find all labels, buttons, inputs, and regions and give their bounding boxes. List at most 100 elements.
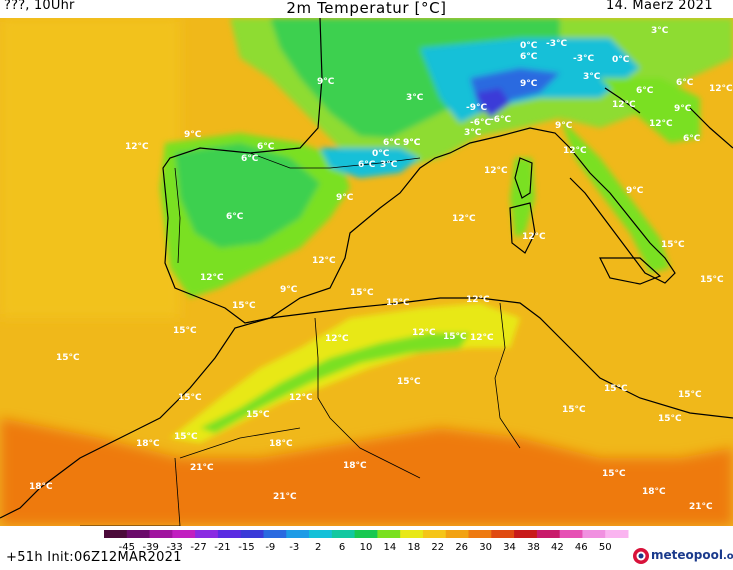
legend-color-box bbox=[468, 530, 492, 538]
temp-label: 6°C bbox=[636, 86, 654, 96]
temp-label: 12°C bbox=[649, 119, 673, 129]
temp-label: 18°C bbox=[343, 461, 367, 471]
temp-label: 3°C bbox=[651, 26, 669, 36]
temp-label: 15°C bbox=[350, 288, 374, 298]
temp-label: 9°C bbox=[336, 193, 354, 203]
temp-label: -6°C bbox=[490, 115, 511, 125]
temp-label: 21°C bbox=[273, 492, 297, 502]
legend-tick-label: 22 bbox=[431, 542, 444, 553]
temp-label: 12°C bbox=[709, 84, 733, 94]
valid-date-label: 14. Maerz 2021 bbox=[606, 0, 713, 13]
temp-label: 15°C bbox=[443, 332, 467, 342]
legend-color-box bbox=[354, 530, 378, 538]
temp-label: 0°C bbox=[520, 41, 538, 51]
temp-label: 18°C bbox=[136, 439, 160, 449]
temp-label: 6°C bbox=[241, 154, 259, 164]
temp-label: 12°C bbox=[125, 142, 149, 152]
atlantic-field bbox=[0, 18, 180, 318]
legend-color-box bbox=[309, 530, 333, 538]
temp-label: 12°C bbox=[200, 273, 224, 283]
temp-label: 15°C bbox=[658, 414, 682, 424]
temp-label: -3°C bbox=[546, 39, 567, 49]
legend-color-box bbox=[445, 530, 470, 538]
legend-tick-label: 30 bbox=[479, 542, 492, 553]
temp-label: 6°C bbox=[226, 212, 244, 222]
temp-label: 3°C bbox=[464, 128, 482, 138]
temp-label: 12°C bbox=[289, 393, 313, 403]
temp-label: 12°C bbox=[563, 146, 587, 156]
temp-label: 21°C bbox=[190, 463, 214, 473]
legend-color-box bbox=[559, 530, 583, 538]
legend-color-box bbox=[217, 530, 242, 538]
temp-label: 6°C bbox=[383, 138, 401, 148]
temp-label: 15°C bbox=[700, 275, 724, 285]
legend-color-box bbox=[149, 530, 173, 538]
legend-color-box bbox=[491, 530, 515, 538]
legend-tick-label: -39 bbox=[143, 542, 159, 553]
logo-text: meteopool bbox=[651, 548, 723, 562]
temp-label: 9°C bbox=[520, 79, 538, 89]
color-scale-legend: -45 -39 -33 -27 -21 -15 -9 -3 2 6 10 14 18 22 26 30 34 38… bbox=[0, 526, 733, 566]
legend-color-box bbox=[195, 530, 219, 538]
legend-color-box bbox=[263, 530, 287, 538]
temp-label: 18°C bbox=[642, 487, 666, 497]
legend-color-box bbox=[377, 530, 401, 538]
legend-color-box bbox=[422, 530, 447, 538]
legend-tick-label: -27 bbox=[190, 542, 206, 553]
legend-tick-label: 14 bbox=[384, 542, 397, 553]
legend-tick-label: 26 bbox=[455, 542, 468, 553]
temp-label: 12°C bbox=[312, 256, 336, 266]
temp-label: 6°C bbox=[358, 160, 376, 170]
temp-label: 0°C bbox=[372, 149, 390, 159]
legend-tick-label: 34 bbox=[503, 542, 516, 553]
temp-label: 9°C bbox=[403, 138, 421, 148]
color-scale-bar: -45 -39 -33 -27 -21 -15 -9 -3 2 6 10 14 18 22 26 30 34 38… bbox=[104, 530, 629, 553]
temp-label: -9°C bbox=[466, 103, 487, 113]
temp-label: 15°C bbox=[173, 326, 197, 336]
legend-tick-label: 10 bbox=[360, 542, 373, 553]
legend-tick-label: 18 bbox=[407, 542, 420, 553]
temperature-map[interactable]: 3°C 0°C -3°C 6°C -3°C 0°C 3°C 9°C 3°C 6°… bbox=[0, 18, 733, 526]
legend-tick-label: 38 bbox=[527, 542, 540, 553]
map-header: ???, 10Uhr 2m Temperatur [°C] 14. Maerz … bbox=[0, 0, 733, 18]
legend-tick-label: -3 bbox=[289, 542, 299, 553]
temp-label: 15°C bbox=[178, 393, 202, 403]
temp-label: 15°C bbox=[386, 298, 410, 308]
legend-tick-label: 42 bbox=[551, 542, 564, 553]
temp-label: 18°C bbox=[29, 482, 53, 492]
legend-tick-label: -9 bbox=[265, 542, 275, 553]
temp-label: 6°C bbox=[520, 52, 538, 62]
coastlines bbox=[0, 18, 733, 519]
temp-label: 12°C bbox=[325, 334, 349, 344]
temp-label: 3°C bbox=[380, 160, 398, 170]
legend-color-box bbox=[172, 530, 196, 538]
temp-label: 9°C bbox=[280, 285, 298, 295]
temp-label: 3°C bbox=[583, 72, 601, 82]
temp-label: 12°C bbox=[484, 166, 508, 176]
temp-label: 12°C bbox=[522, 232, 546, 242]
legend-tick-label: 6 bbox=[339, 542, 345, 553]
temperature-labels: 3°C 0°C -3°C 6°C -3°C 0°C 3°C 9°C 3°C 6°… bbox=[29, 26, 733, 512]
temp-label: 15°C bbox=[602, 469, 626, 479]
temp-label: 15°C bbox=[661, 240, 685, 250]
temp-label: 15°C bbox=[397, 377, 421, 387]
temp-label: 9°C bbox=[184, 130, 202, 140]
legend-tick-label: 50 bbox=[599, 542, 612, 553]
legend-color-box bbox=[400, 530, 424, 538]
legend-color-box bbox=[605, 530, 629, 538]
legend-tick-label: -21 bbox=[214, 542, 230, 553]
temp-label: -6°C bbox=[470, 118, 491, 128]
temp-label: 21°C bbox=[689, 502, 713, 512]
hot-field bbox=[0, 418, 733, 526]
temp-label: 6°C bbox=[683, 134, 701, 144]
temp-label: 0°C bbox=[612, 55, 630, 65]
legend-tick-label: 2 bbox=[315, 542, 321, 553]
temp-label: 6°C bbox=[676, 78, 694, 88]
legend-color-box bbox=[126, 530, 151, 538]
legend-color-box bbox=[286, 530, 310, 538]
logo-suffix: .org bbox=[722, 551, 733, 562]
temp-label: 15°C bbox=[232, 301, 256, 311]
legend-tick-label: -45 bbox=[119, 542, 135, 553]
meteopool-logo[interactable]: meteopool.org bbox=[631, 546, 733, 566]
temp-label: 12°C bbox=[412, 328, 436, 338]
